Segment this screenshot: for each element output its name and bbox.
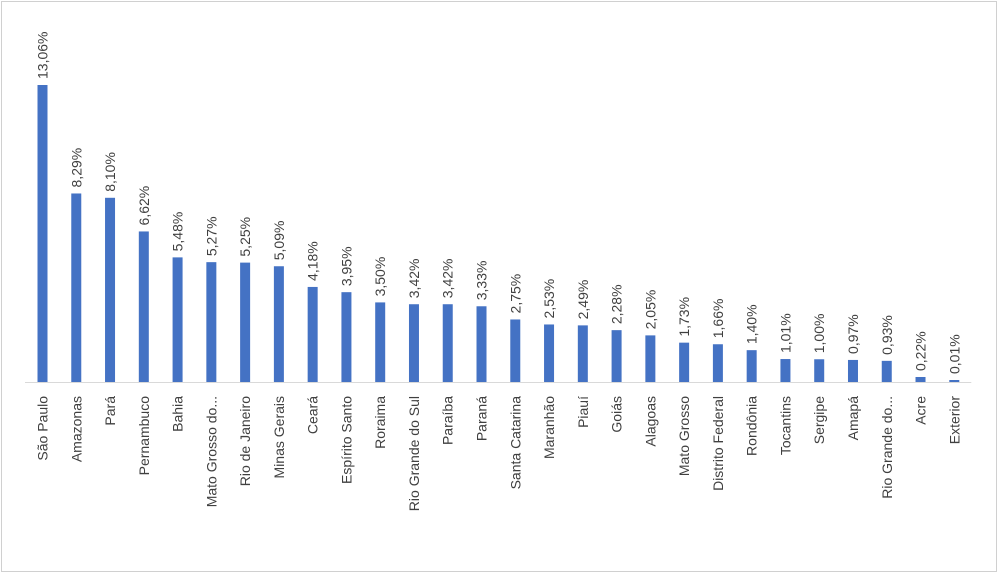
bar — [71, 193, 82, 382]
data-label: 4,18% — [305, 241, 321, 281]
bar — [476, 306, 487, 382]
bar — [273, 266, 284, 382]
data-label: 2,05% — [642, 290, 658, 330]
data-label: 5,27% — [203, 216, 219, 256]
bar — [307, 286, 318, 382]
data-label: 3,33% — [474, 261, 490, 301]
bar — [375, 302, 386, 382]
data-label: 3,42% — [406, 259, 422, 299]
category-tick-label: Mato Grosso — [676, 396, 692, 476]
category-tick-label: Piauí — [575, 396, 591, 428]
data-label: 0,93% — [879, 315, 895, 355]
category-tick-label: Bahia — [170, 396, 186, 432]
data-label: 3,95% — [338, 246, 354, 286]
category-tick-label: Espírito Santo — [338, 396, 354, 484]
data-label: 5,48% — [170, 212, 186, 252]
bar — [611, 330, 622, 382]
bar — [240, 262, 251, 382]
data-label: 0,97% — [845, 314, 861, 354]
data-label: 1,73% — [676, 297, 692, 337]
bar — [881, 360, 892, 382]
bar — [915, 376, 926, 382]
bar — [138, 231, 149, 382]
data-label: 2,75% — [507, 274, 523, 314]
category-tick-label: Alagoas — [642, 396, 658, 447]
data-label: 13,06% — [35, 32, 51, 79]
data-label: 0,22% — [913, 331, 929, 371]
data-label: 8,10% — [102, 152, 118, 192]
bar — [712, 344, 723, 382]
bar — [172, 257, 183, 382]
category-labels-layer: São Paulo Amazonas Pará Pernambuco Bahia Mato… — [35, 396, 963, 512]
data-label: 2,53% — [541, 279, 557, 319]
category-tick-label: Acre — [913, 396, 929, 425]
bar — [442, 304, 453, 382]
bar — [780, 359, 791, 382]
data-label: 1,66% — [710, 299, 726, 339]
category-tick-label: Amazonas — [68, 396, 84, 462]
category-tick-label: Tocantins — [777, 396, 793, 455]
category-tick-label: Distrito Federal — [710, 396, 726, 491]
category-tick-label: Pernambuco — [136, 396, 152, 476]
category-tick-label: São Paulo — [35, 396, 51, 461]
data-label: 1,01% — [777, 313, 793, 353]
category-tick-label: Pará — [102, 396, 118, 426]
bar — [847, 359, 858, 382]
bar — [814, 359, 825, 382]
bars-layer — [37, 85, 960, 382]
bar — [37, 85, 48, 382]
category-tick-label: Exterior — [946, 396, 962, 445]
data-label: 3,42% — [440, 259, 456, 299]
category-tick-label: Maranhão — [541, 396, 557, 459]
category-tick-label: Goiás — [609, 396, 625, 433]
category-tick-label: Roraima — [372, 396, 388, 449]
data-label: 5,25% — [237, 217, 253, 257]
data-label: 1,00% — [811, 314, 827, 354]
category-tick-label: Paraíba — [440, 396, 456, 445]
data-label: 1,40% — [744, 304, 760, 344]
bar — [746, 350, 757, 382]
category-tick-label: Paraná — [474, 396, 490, 441]
bar — [645, 335, 656, 382]
category-tick-label: Rondônia — [744, 396, 760, 456]
data-label: 0,01% — [946, 334, 962, 374]
bar — [949, 380, 960, 382]
data-label: 2,28% — [609, 284, 625, 324]
bar — [544, 324, 555, 382]
bar — [408, 304, 419, 382]
category-tick-label: Mato Grosso do... — [203, 396, 219, 507]
data-labels-layer: 13,06% 8,29% 8,10% 6,62% 5,48% 5,27% 5,25% 5,09… — [35, 32, 963, 374]
bar — [206, 262, 217, 382]
bar — [105, 197, 116, 382]
data-label: 8,29% — [68, 148, 84, 188]
category-tick-label: Ceará — [305, 396, 321, 434]
bar — [577, 325, 588, 382]
bar — [510, 319, 521, 382]
data-label: 6,62% — [136, 186, 152, 226]
category-tick-label: Rio Grande do... — [879, 396, 895, 499]
category-tick-label: Rio Grande do Sul — [406, 396, 422, 511]
bar — [341, 292, 352, 382]
data-label: 3,50% — [372, 257, 388, 297]
bar — [679, 342, 690, 382]
category-tick-label: Minas Gerais — [271, 396, 287, 478]
category-tick-label: Santa Catarina — [507, 396, 523, 490]
category-tick-label: Sergipe — [811, 396, 827, 444]
data-label: 2,49% — [575, 280, 591, 320]
data-label: 5,09% — [271, 221, 287, 261]
category-tick-label: Rio de Janeiro — [237, 396, 253, 486]
category-tick-label: Amapá — [845, 396, 861, 441]
